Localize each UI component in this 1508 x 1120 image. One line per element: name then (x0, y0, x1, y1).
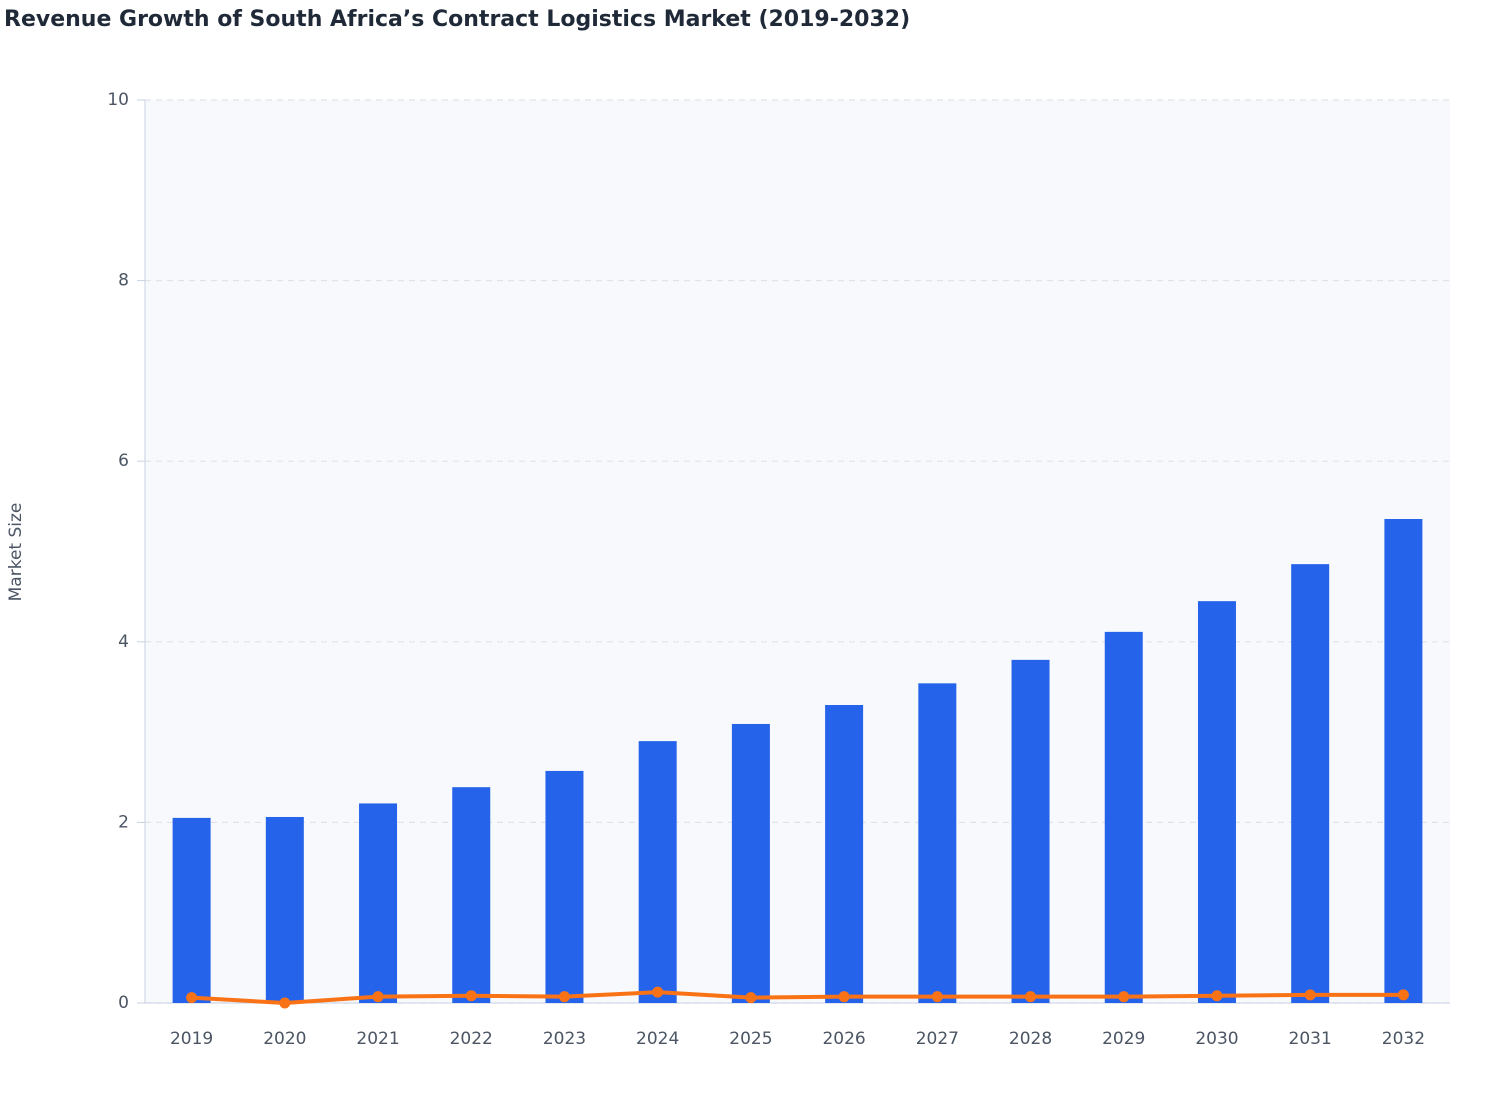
line-point (1211, 990, 1223, 1002)
x-tick-label: 2021 (356, 1029, 399, 1049)
x-tick-label: 2019 (170, 1029, 213, 1049)
bar (172, 817, 211, 1003)
line-point (372, 991, 384, 1003)
x-tick-label: 2026 (822, 1029, 865, 1049)
x-tick-label: 2024 (636, 1029, 679, 1049)
x-tick-label: 2025 (729, 1029, 772, 1049)
line-point (186, 992, 198, 1004)
line-point (1025, 991, 1037, 1003)
chart-title: Revenue Growth of South Africa’s Contrac… (4, 7, 910, 32)
line-point (1397, 989, 1409, 1001)
x-tick-label: 2031 (1289, 1029, 1332, 1049)
bar (1011, 659, 1050, 1003)
x-tick-label: 2030 (1195, 1029, 1238, 1049)
y-tick-label: 4 (118, 632, 129, 652)
x-tick-label: 2020 (263, 1029, 306, 1049)
line (191, 990, 1404, 1005)
bar (731, 723, 770, 1003)
bar (1197, 601, 1236, 1003)
x-tick-label: 2029 (1102, 1029, 1145, 1049)
bar (545, 770, 584, 1003)
bar (1291, 564, 1330, 1003)
x-tick-label: 2023 (543, 1029, 586, 1049)
bar (1384, 518, 1423, 1003)
line-point (558, 991, 570, 1003)
line-point (1118, 991, 1130, 1003)
x-tick-label: 2028 (1009, 1029, 1052, 1049)
y-tick-label: 8 (118, 271, 129, 291)
line-point (838, 991, 850, 1003)
line-point (279, 997, 291, 1009)
y-tick-label: 10 (107, 90, 129, 110)
bar (1104, 631, 1143, 1003)
line-point (745, 992, 757, 1004)
line-point (1304, 989, 1316, 1001)
x-tick-label: 2022 (450, 1029, 493, 1049)
bar (918, 683, 957, 1003)
line-point (652, 986, 664, 998)
x-tick-label: 2027 (916, 1029, 959, 1049)
bar (452, 787, 491, 1003)
bar (638, 741, 677, 1003)
bar (265, 816, 304, 1003)
line-point (931, 991, 943, 1003)
y-tick-label: 6 (118, 451, 129, 471)
y-tick-label: 2 (118, 812, 129, 832)
line-point (465, 990, 477, 1002)
y-tick-label: 0 (118, 993, 129, 1013)
bar (359, 803, 398, 1003)
plot-area (145, 100, 1450, 1003)
y-axis-label: Market Size (6, 503, 26, 602)
bar (825, 705, 864, 1003)
x-tick-label: 2032 (1382, 1029, 1425, 1049)
